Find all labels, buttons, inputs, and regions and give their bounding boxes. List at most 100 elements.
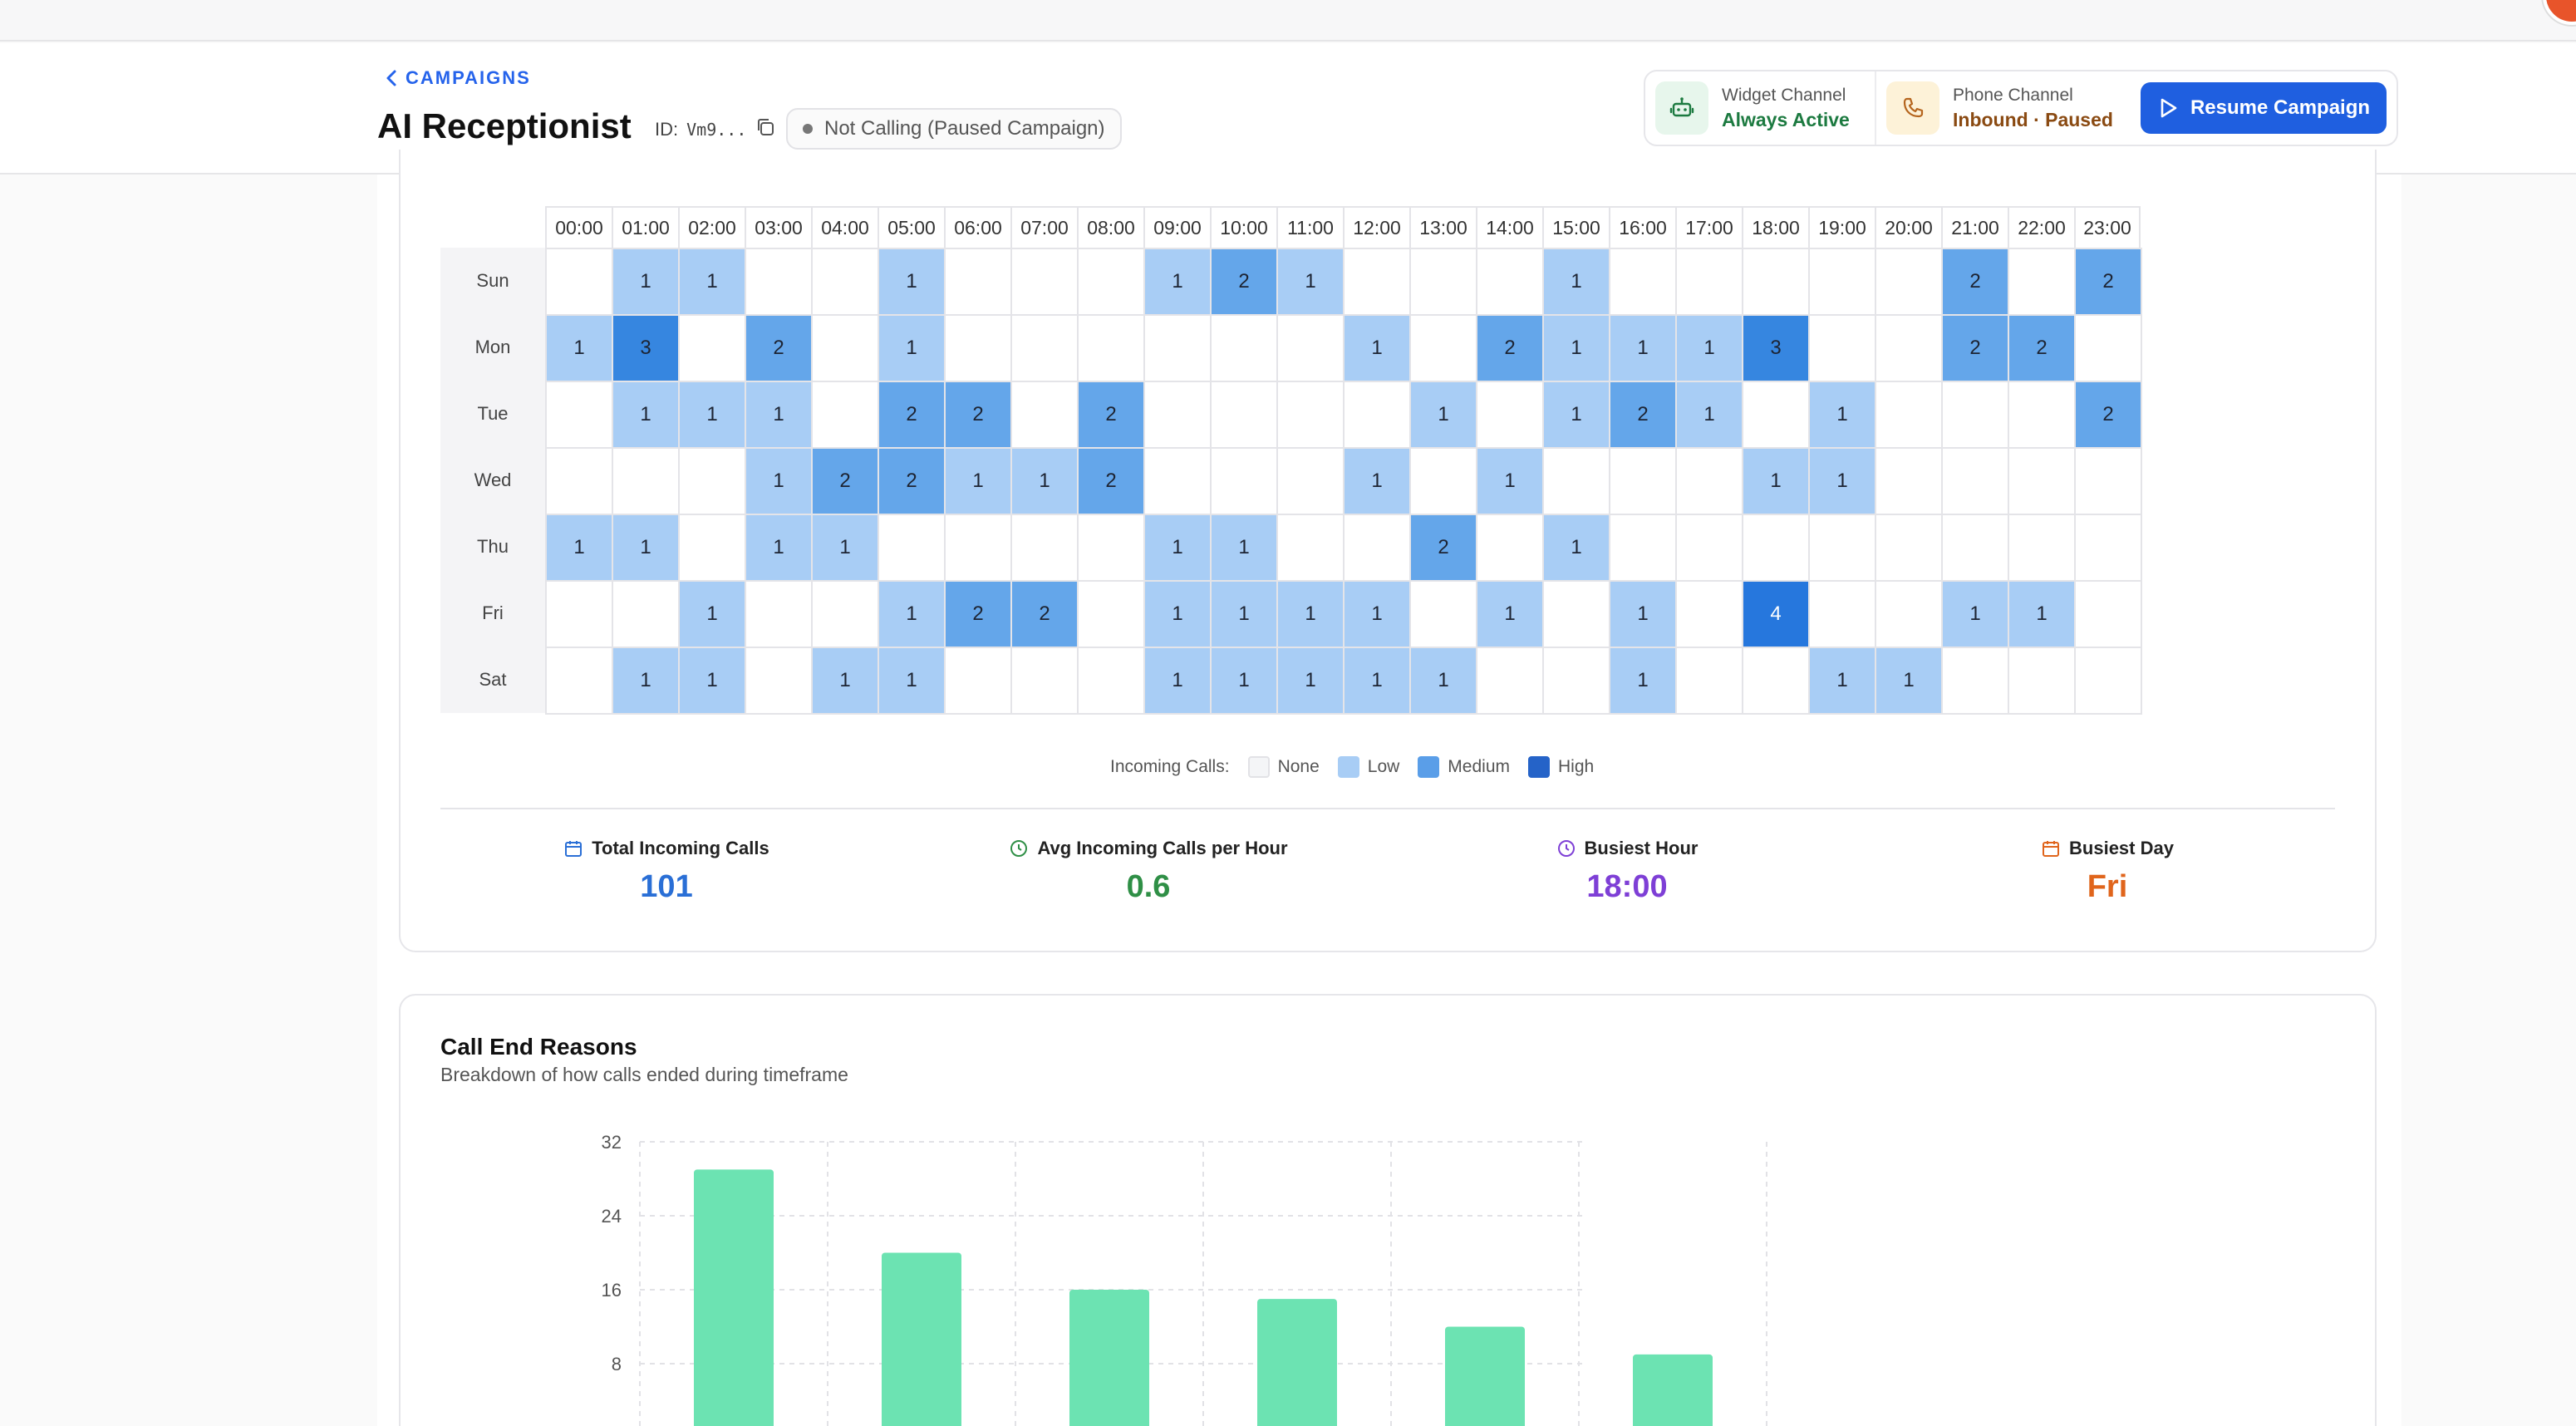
heatmap-cell[interactable] xyxy=(1875,314,1941,381)
heatmap-cell[interactable]: 2 xyxy=(1210,248,1276,314)
heatmap-cell[interactable]: 1 xyxy=(1276,248,1343,314)
heatmap-cell[interactable]: 2 xyxy=(2008,314,2074,381)
heatmap-cell[interactable] xyxy=(811,314,878,381)
heatmap-cell[interactable] xyxy=(678,314,745,381)
heatmap-cell[interactable] xyxy=(545,580,612,647)
heatmap-cell[interactable] xyxy=(545,447,612,514)
heatmap-cell[interactable]: 1 xyxy=(1343,447,1409,514)
heatmap-cell[interactable]: 4 xyxy=(1742,580,1808,647)
heatmap-cell[interactable]: 1 xyxy=(545,514,612,580)
heatmap-cell[interactable]: 1 xyxy=(878,580,944,647)
heatmap-cell[interactable] xyxy=(2008,647,2074,713)
heatmap-cell[interactable] xyxy=(2008,514,2074,580)
heatmap-cell[interactable] xyxy=(1476,514,1542,580)
heatmap-cell[interactable] xyxy=(878,514,944,580)
heatmap-cell[interactable] xyxy=(1742,248,1808,314)
heatmap-cell[interactable]: 2 xyxy=(878,447,944,514)
heatmap-cell[interactable] xyxy=(1941,647,2008,713)
heatmap-cell[interactable] xyxy=(1742,514,1808,580)
heatmap-cell[interactable]: 1 xyxy=(1276,580,1343,647)
heatmap-cell[interactable] xyxy=(2074,447,2141,514)
heatmap-cell[interactable] xyxy=(944,647,1010,713)
heatmap-cell[interactable]: 1 xyxy=(1143,580,1210,647)
heatmap-cell[interactable] xyxy=(944,248,1010,314)
heatmap-cell[interactable]: 2 xyxy=(811,447,878,514)
heatmap-cell[interactable]: 1 xyxy=(1343,314,1409,381)
heatmap-cell[interactable]: 2 xyxy=(1010,580,1077,647)
heatmap-cell[interactable] xyxy=(1609,248,1675,314)
heatmap-cell[interactable] xyxy=(1143,381,1210,447)
heatmap-cell[interactable]: 1 xyxy=(878,647,944,713)
heatmap-cell[interactable] xyxy=(1210,314,1276,381)
heatmap-cell[interactable]: 1 xyxy=(1343,647,1409,713)
heatmap-cell[interactable]: 1 xyxy=(1808,381,1875,447)
heatmap-cell[interactable]: 1 xyxy=(1875,647,1941,713)
heatmap-cell[interactable] xyxy=(1343,248,1409,314)
heatmap-cell[interactable] xyxy=(944,514,1010,580)
heatmap-cell[interactable]: 1 xyxy=(545,314,612,381)
heatmap-cell[interactable] xyxy=(745,647,811,713)
heatmap-cell[interactable] xyxy=(2074,647,2141,713)
heatmap-cell[interactable]: 1 xyxy=(1542,314,1609,381)
heatmap-cell[interactable]: 1 xyxy=(1343,580,1409,647)
user-avatar[interactable] xyxy=(2543,0,2576,25)
heatmap-cell[interactable] xyxy=(1077,647,1143,713)
heatmap-cell[interactable] xyxy=(745,248,811,314)
heatmap-cell[interactable]: 1 xyxy=(1609,314,1675,381)
heatmap-cell[interactable] xyxy=(1875,447,1941,514)
heatmap-cell[interactable]: 2 xyxy=(944,381,1010,447)
heatmap-cell[interactable] xyxy=(1675,647,1742,713)
heatmap-cell[interactable]: 2 xyxy=(944,580,1010,647)
heatmap-cell[interactable]: 1 xyxy=(878,248,944,314)
heatmap-cell[interactable]: 1 xyxy=(1542,514,1609,580)
heatmap-cell[interactable] xyxy=(1409,580,1476,647)
heatmap-cell[interactable]: 1 xyxy=(612,381,678,447)
heatmap-cell[interactable]: 2 xyxy=(878,381,944,447)
heatmap-cell[interactable] xyxy=(1476,381,1542,447)
heatmap-cell[interactable] xyxy=(1143,314,1210,381)
heatmap-cell[interactable]: 1 xyxy=(1143,248,1210,314)
heatmap-cell[interactable]: 1 xyxy=(1476,580,1542,647)
heatmap-cell[interactable] xyxy=(1941,514,2008,580)
heatmap-cell[interactable] xyxy=(2074,514,2141,580)
heatmap-cell[interactable] xyxy=(545,647,612,713)
heatmap-cell[interactable]: 1 xyxy=(1609,580,1675,647)
heatmap-cell[interactable] xyxy=(745,580,811,647)
heatmap-cell[interactable]: 1 xyxy=(1143,514,1210,580)
resume-campaign-button[interactable]: Resume Campaign xyxy=(2141,82,2387,134)
heatmap-cell[interactable] xyxy=(1276,314,1343,381)
heatmap-cell[interactable]: 2 xyxy=(1409,514,1476,580)
heatmap-cell[interactable]: 1 xyxy=(878,314,944,381)
heatmap-cell[interactable]: 1 xyxy=(1675,381,1742,447)
heatmap-cell[interactable]: 1 xyxy=(745,381,811,447)
heatmap-cell[interactable] xyxy=(1276,514,1343,580)
heatmap-cell[interactable]: 2 xyxy=(1476,314,1542,381)
heatmap-cell[interactable] xyxy=(1010,314,1077,381)
heatmap-cell[interactable] xyxy=(1476,647,1542,713)
heatmap-cell[interactable]: 2 xyxy=(1941,314,2008,381)
heatmap-cell[interactable] xyxy=(1609,514,1675,580)
heatmap-cell[interactable] xyxy=(1808,514,1875,580)
heatmap-cell[interactable]: 1 xyxy=(1010,447,1077,514)
heatmap-cell[interactable]: 1 xyxy=(1808,647,1875,713)
heatmap-cell[interactable] xyxy=(1609,447,1675,514)
heatmap-cell[interactable] xyxy=(1010,647,1077,713)
heatmap-cell[interactable]: 3 xyxy=(612,314,678,381)
heatmap-cell[interactable] xyxy=(811,580,878,647)
heatmap-cell[interactable] xyxy=(1542,447,1609,514)
heatmap-cell[interactable]: 1 xyxy=(1409,647,1476,713)
heatmap-cell[interactable]: 1 xyxy=(944,447,1010,514)
heatmap-cell[interactable]: 1 xyxy=(612,647,678,713)
heatmap-cell[interactable]: 1 xyxy=(678,248,745,314)
heatmap-cell[interactable]: 2 xyxy=(1077,381,1143,447)
heatmap-cell[interactable] xyxy=(1808,248,1875,314)
heatmap-cell[interactable]: 1 xyxy=(1210,647,1276,713)
heatmap-cell[interactable] xyxy=(1276,381,1343,447)
heatmap-cell[interactable] xyxy=(2074,580,2141,647)
heatmap-cell[interactable] xyxy=(1875,514,1941,580)
heatmap-cell[interactable] xyxy=(1077,580,1143,647)
heatmap-cell[interactable] xyxy=(811,248,878,314)
heatmap-cell[interactable]: 1 xyxy=(678,381,745,447)
heatmap-cell[interactable]: 3 xyxy=(1742,314,1808,381)
heatmap-cell[interactable] xyxy=(1210,447,1276,514)
